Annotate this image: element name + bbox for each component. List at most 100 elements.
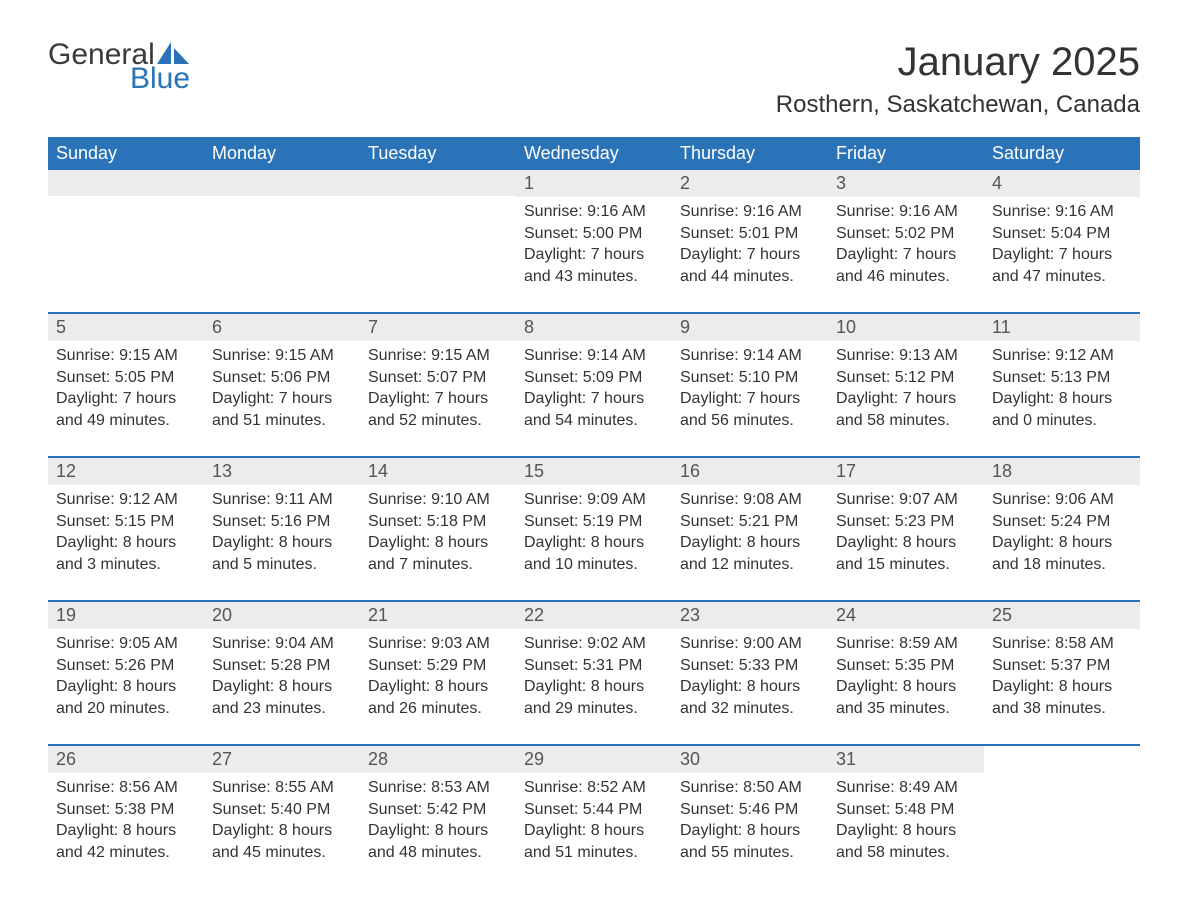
day-cell: 9Sunrise: 9:14 AMSunset: 5:10 PMDaylight…	[672, 314, 828, 442]
daylight-line-1: Daylight: 8 hours	[212, 676, 352, 698]
daylight-line-1: Daylight: 8 hours	[680, 532, 820, 554]
day-number-bar: 7	[360, 314, 516, 341]
day-number-bar: 12	[48, 458, 204, 485]
sunrise-line: Sunrise: 8:59 AM	[836, 633, 976, 655]
day-cell: 21Sunrise: 9:03 AMSunset: 5:29 PMDayligh…	[360, 602, 516, 730]
sunrise-line: Sunrise: 9:08 AM	[680, 489, 820, 511]
daylight-line-2: and 51 minutes.	[212, 410, 352, 432]
day-cell: 11Sunrise: 9:12 AMSunset: 5:13 PMDayligh…	[984, 314, 1140, 442]
day-cell: 26Sunrise: 8:56 AMSunset: 5:38 PMDayligh…	[48, 746, 204, 874]
daylight-line-2: and 26 minutes.	[368, 698, 508, 720]
calendar: SundayMondayTuesdayWednesdayThursdayFrid…	[48, 137, 1140, 874]
day-number-bar: 21	[360, 602, 516, 629]
daylight-line-1: Daylight: 8 hours	[212, 820, 352, 842]
daylight-line-2: and 32 minutes.	[680, 698, 820, 720]
daylight-line-1: Daylight: 7 hours	[212, 388, 352, 410]
sunset-line: Sunset: 5:28 PM	[212, 655, 352, 677]
daylight-line-2: and 56 minutes.	[680, 410, 820, 432]
sunset-line: Sunset: 5:06 PM	[212, 367, 352, 389]
daylight-line-1: Daylight: 7 hours	[836, 388, 976, 410]
day-cell	[984, 746, 1140, 874]
location-text: Rosthern, Saskatchewan, Canada	[776, 91, 1140, 119]
day-number-bar: 24	[828, 602, 984, 629]
daylight-line-1: Daylight: 7 hours	[524, 388, 664, 410]
daylight-line-1: Daylight: 8 hours	[680, 820, 820, 842]
sunset-line: Sunset: 5:13 PM	[992, 367, 1132, 389]
daylight-line-2: and 10 minutes.	[524, 554, 664, 576]
sunset-line: Sunset: 5:15 PM	[56, 511, 196, 533]
sunset-line: Sunset: 5:44 PM	[524, 799, 664, 821]
weekday-header-row: SundayMondayTuesdayWednesdayThursdayFrid…	[48, 137, 1140, 170]
day-cell: 12 Sunrise: 9:12 AMSunset: 5:15 PMDayligh…	[48, 458, 204, 586]
day-number-bar: 1	[516, 170, 672, 197]
sunrise-line: Sunrise: 9:10 AM	[368, 489, 508, 511]
page-title: January 2025	[776, 40, 1140, 85]
daylight-line-2: and 20 minutes.	[56, 698, 196, 720]
day-cell: 4Sunrise: 9:16 AMSunset: 5:04 PMDaylight…	[984, 170, 1140, 298]
daylight-line-1: Daylight: 8 hours	[680, 676, 820, 698]
weekday-header-cell: Friday	[828, 137, 984, 170]
daylight-line-1: Daylight: 8 hours	[56, 676, 196, 698]
sunset-line: Sunset: 5:18 PM	[368, 511, 508, 533]
sunset-line: Sunset: 5:48 PM	[836, 799, 976, 821]
week-row: 26Sunrise: 8:56 AMSunset: 5:38 PMDayligh…	[48, 744, 1140, 874]
weekday-header-cell: Tuesday	[360, 137, 516, 170]
daylight-line-1: Daylight: 8 hours	[524, 676, 664, 698]
sunrise-line: Sunrise: 9:15 AM	[212, 345, 352, 367]
day-number-bar: 27	[204, 746, 360, 773]
sunrise-line: Sunrise: 9:00 AM	[680, 633, 820, 655]
day-cell: 29Sunrise: 8:52 AMSunset: 5:44 PMDayligh…	[516, 746, 672, 874]
day-cell: 27 Sunrise: 8:55 AMSunset: 5:40 PMDayligh…	[204, 746, 360, 874]
daylight-line-2: and 52 minutes.	[368, 410, 508, 432]
sunrise-line: Sunrise: 9:05 AM	[56, 633, 196, 655]
sunset-line: Sunset: 5:12 PM	[836, 367, 976, 389]
sunrise-line: Sunrise: 9:12 AM	[56, 489, 196, 511]
day-number-bar: 4	[984, 170, 1140, 197]
daylight-line-1: Daylight: 8 hours	[368, 676, 508, 698]
sunset-line: Sunset: 5:40 PM	[212, 799, 352, 821]
daylight-line-2: and 55 minutes.	[680, 842, 820, 864]
day-number-bar: 16	[672, 458, 828, 485]
day-cell	[48, 170, 204, 298]
day-number-bar: 22	[516, 602, 672, 629]
sail-icon	[157, 42, 191, 64]
daylight-line-1: Daylight: 8 hours	[212, 532, 352, 554]
sunset-line: Sunset: 5:00 PM	[524, 223, 664, 245]
day-number-bar: 13	[204, 458, 360, 485]
daylight-line-2: and 5 minutes.	[212, 554, 352, 576]
weekday-header-cell: Sunday	[48, 137, 204, 170]
weekday-header-cell: Saturday	[984, 137, 1140, 170]
weekday-header-cell: Monday	[204, 137, 360, 170]
sunset-line: Sunset: 5:16 PM	[212, 511, 352, 533]
daylight-line-2: and 49 minutes.	[56, 410, 196, 432]
day-number-bar: 5	[48, 314, 204, 341]
day-cell: 25Sunrise: 8:58 AMSunset: 5:37 PMDayligh…	[984, 602, 1140, 730]
daylight-line-1: Daylight: 8 hours	[56, 532, 196, 554]
day-number-bar: 20	[204, 602, 360, 629]
weekday-header-cell: Thursday	[672, 137, 828, 170]
day-cell: 16 Sunrise: 9:08 AMSunset: 5:21 PMDayligh…	[672, 458, 828, 586]
daylight-line-1: Daylight: 7 hours	[524, 244, 664, 266]
daylight-line-2: and 29 minutes.	[524, 698, 664, 720]
sunrise-line: Sunrise: 9:06 AM	[992, 489, 1132, 511]
header: General Blue January 2025 Rosthern, Sask…	[48, 40, 1140, 129]
daylight-line-1: Daylight: 8 hours	[992, 532, 1132, 554]
sunrise-line: Sunrise: 9:16 AM	[836, 201, 976, 223]
day-cell: 5Sunrise: 9:15 AMSunset: 5:05 PMDaylight…	[48, 314, 204, 442]
daylight-line-2: and 58 minutes.	[836, 842, 976, 864]
day-cell: 14Sunrise: 9:10 AMSunset: 5:18 PMDayligh…	[360, 458, 516, 586]
sunrise-line: Sunrise: 9:14 AM	[680, 345, 820, 367]
sunset-line: Sunset: 5:21 PM	[680, 511, 820, 533]
sunrise-line: Sunrise: 9:16 AM	[524, 201, 664, 223]
sunset-line: Sunset: 5:04 PM	[992, 223, 1132, 245]
sunset-line: Sunset: 5:19 PM	[524, 511, 664, 533]
sunrise-line: Sunrise: 8:55 AM	[212, 777, 352, 799]
daylight-line-1: Daylight: 8 hours	[836, 820, 976, 842]
daylight-line-2: and 15 minutes.	[836, 554, 976, 576]
day-number-bar	[204, 170, 360, 196]
day-cell: 24Sunrise: 8:59 AMSunset: 5:35 PMDayligh…	[828, 602, 984, 730]
day-number-bar: 6	[204, 314, 360, 341]
day-cell: 13Sunrise: 9:11 AMSunset: 5:16 PMDayligh…	[204, 458, 360, 586]
week-row: 19Sunrise: 9:05 AMSunset: 5:26 PMDayligh…	[48, 600, 1140, 730]
sunset-line: Sunset: 5:42 PM	[368, 799, 508, 821]
